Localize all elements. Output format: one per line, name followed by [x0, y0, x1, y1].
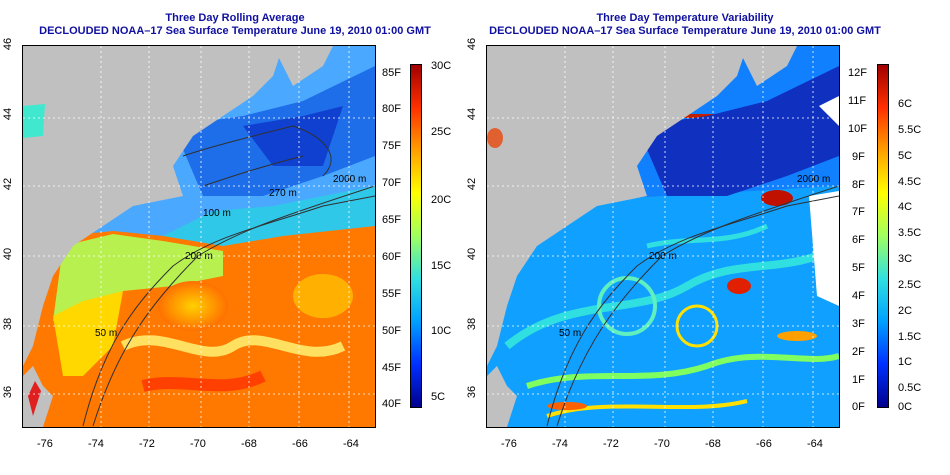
cbar-f-label: 45F: [382, 362, 401, 374]
cbar-f-label: 40F: [382, 398, 401, 410]
cbar-f-label: 11F: [848, 95, 867, 107]
lat-tick: 38: [466, 317, 479, 331]
contour-label: 270 m: [269, 188, 297, 199]
cbar-f-label: 3F: [852, 318, 865, 330]
lon-tick: -66: [756, 438, 772, 450]
left-title: Three Day Rolling Average: [165, 12, 305, 24]
cbar-c-label: 25C: [431, 126, 452, 138]
left-map: 50 m 200 m 100 m 270 m 2000 m: [22, 45, 376, 428]
cbar-c-label: 5C: [431, 391, 446, 403]
cbar-c-label: 4.5C: [898, 176, 922, 188]
cbar-f-label: 10F: [848, 123, 867, 135]
contour-label: 50 m: [95, 328, 117, 339]
right-map: 50 m 200 m 2000 m: [486, 45, 840, 428]
sst-colorbar: [410, 64, 422, 408]
cbar-c-label: 6C: [898, 98, 913, 110]
cbar-f-label: 60F: [382, 251, 401, 263]
cbar-c-label: 3C: [898, 253, 913, 265]
sst-variability-map: 50 m 200 m 2000 m: [487, 46, 839, 427]
lon-tick: -76: [37, 438, 53, 450]
lon-tick: -72: [603, 438, 619, 450]
cbar-c-label: 10C: [431, 325, 452, 337]
sst-average-map: 50 m 200 m 100 m 270 m 2000 m: [23, 46, 375, 427]
cbar-f-label: 85F: [382, 67, 401, 79]
lon-tick: -74: [88, 438, 104, 450]
cbar-c-label: 5C: [898, 150, 913, 162]
variability-colorbar: [877, 64, 889, 408]
lat-tick: 44: [466, 107, 479, 121]
cbar-f-label: 4F: [852, 290, 865, 302]
cbar-f-label: 70F: [382, 177, 401, 189]
cbar-f-label: 7F: [852, 206, 865, 218]
cbar-c-label: 20C: [431, 194, 452, 206]
lon-tick: -64: [343, 438, 359, 450]
right-subtitle: DECLOUDED NOAA–17 Sea Surface Temperatur…: [489, 25, 881, 37]
cbar-c-label: 1.5C: [898, 331, 922, 343]
cbar-c-label: 30C: [431, 60, 452, 72]
cbar-f-label: 12F: [848, 67, 867, 79]
lat-tick: 38: [2, 317, 15, 331]
lon-tick: -72: [139, 438, 155, 450]
left-subtitle: DECLOUDED NOAA–17 Sea Surface Temperatur…: [39, 25, 431, 37]
lon-tick: -76: [501, 438, 517, 450]
lon-tick: -74: [552, 438, 568, 450]
cbar-c-label: 2C: [898, 305, 913, 317]
cbar-f-label: 2F: [852, 346, 865, 358]
cbar-c-label: 1C: [898, 356, 913, 368]
cbar-c-label: 2.5C: [898, 279, 922, 291]
cbar-c-label: 4C: [898, 201, 913, 213]
cbar-f-label: 0F: [852, 401, 865, 413]
cbar-f-label: 9F: [852, 151, 865, 163]
lon-tick: -66: [292, 438, 308, 450]
lat-tick: 40: [2, 247, 15, 261]
right-title: Three Day Temperature Variability: [596, 12, 774, 24]
cbar-f-label: 65F: [382, 214, 401, 226]
contour-label: 200 m: [185, 251, 213, 262]
cbar-c-label: 0.5C: [898, 382, 922, 394]
contour-label: 200 m: [649, 251, 677, 262]
cbar-f-label: 80F: [382, 103, 401, 115]
cbar-c-label: 3.5C: [898, 227, 922, 239]
cbar-f-label: 75F: [382, 140, 401, 152]
cbar-f-label: 5F: [852, 262, 865, 274]
cbar-c-label: 15C: [431, 260, 452, 272]
lat-tick: 36: [466, 385, 479, 399]
lat-tick: 46: [466, 37, 479, 51]
lon-tick: -64: [807, 438, 823, 450]
lat-tick: 46: [2, 37, 15, 51]
cbar-c-label: 0C: [898, 401, 913, 413]
contour-label: 2000 m: [333, 174, 366, 185]
cbar-f-label: 6F: [852, 234, 865, 246]
lon-tick: -70: [654, 438, 670, 450]
cbar-f-label: 55F: [382, 288, 401, 300]
cbar-f-label: 8F: [852, 179, 865, 191]
contour-label: 50 m: [559, 328, 581, 339]
cbar-f-label: 1F: [852, 374, 865, 386]
cbar-c-label: 5.5C: [898, 124, 922, 136]
lat-tick: 42: [466, 177, 479, 191]
lat-tick: 42: [2, 177, 15, 191]
lon-tick: -68: [241, 438, 257, 450]
lon-tick: -70: [190, 438, 206, 450]
lat-tick: 44: [2, 107, 15, 121]
lat-tick: 36: [2, 385, 15, 399]
cbar-f-label: 50F: [382, 325, 401, 337]
lat-tick: 40: [466, 247, 479, 261]
contour-label: 100 m: [203, 208, 231, 219]
lon-tick: -68: [705, 438, 721, 450]
contour-label: 2000 m: [797, 174, 830, 185]
